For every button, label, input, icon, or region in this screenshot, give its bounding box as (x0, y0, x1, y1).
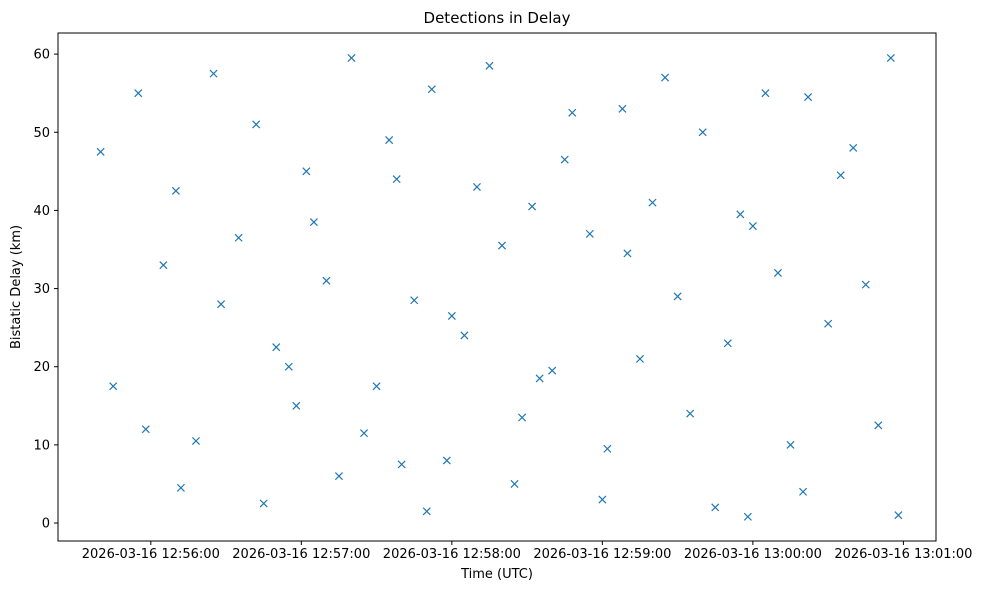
data-point-marker (623, 249, 632, 258)
chart-title: Detections in Delay (424, 9, 571, 27)
data-point-marker (548, 366, 557, 375)
x-tick-label: 2026-03-16 12:59:00 (533, 547, 671, 562)
data-point-marker (836, 171, 845, 180)
data-point-marker (485, 61, 494, 70)
data-point-marker (442, 456, 451, 465)
data-point-marker (134, 89, 143, 98)
data-point-marker (292, 401, 301, 410)
data-point-marker (635, 354, 645, 363)
data-point-marker (141, 425, 150, 434)
data-point-marker (799, 487, 808, 496)
data-point-marker (673, 292, 682, 301)
data-point-marker (372, 382, 381, 391)
data-point-marker (686, 409, 695, 418)
data-point-marker (661, 73, 670, 82)
data-point-marker (259, 499, 268, 508)
data-point-marker (585, 229, 594, 238)
data-point-marker (347, 53, 356, 63)
data-point-marker (743, 512, 752, 521)
data-point-marker (472, 182, 481, 191)
x-tick-label: 2026-03-16 12:57:00 (232, 547, 370, 562)
data-point-marker (804, 93, 813, 102)
x-tick-label: 2026-03-16 13:00:00 (684, 547, 822, 562)
x-tick-label: 2026-03-16 12:58:00 (383, 547, 521, 562)
x-axis-label: Time (UTC) (460, 567, 533, 582)
data-point-marker (460, 331, 469, 340)
y-tick-label: 0 (42, 517, 50, 532)
data-point-marker (171, 186, 180, 195)
data-point-marker (322, 276, 331, 285)
data-point-marker (302, 167, 311, 176)
data-point-marker (284, 362, 293, 371)
data-point-marker (234, 233, 243, 242)
data-point-marker (535, 374, 544, 383)
data-point-marker (518, 413, 527, 422)
data-point-marker (252, 120, 261, 129)
data-point-marker (447, 311, 456, 320)
data-point-marker (392, 175, 401, 184)
data-point-marker (598, 495, 607, 504)
data-point-marker (761, 89, 770, 98)
data-point-marker (773, 268, 782, 277)
data-point-marker (874, 421, 883, 430)
y-ticks: 0 10 20 30 40 50 60 (33, 48, 58, 532)
data-point-marker (360, 429, 369, 438)
y-axis-label: Bistatic Delay (km) (9, 225, 24, 349)
data-point-marker (786, 440, 795, 449)
data-point-marker (427, 85, 436, 94)
data-point-marker (748, 222, 757, 231)
data-point-marker (217, 300, 226, 309)
data-point-marker (861, 280, 870, 289)
data-point-marker (886, 53, 895, 63)
data-point-marker (560, 155, 569, 164)
data-point-marker (824, 319, 833, 328)
points-layer (96, 53, 903, 521)
data-point-marker (849, 143, 858, 152)
y-tick-label: 30 (33, 282, 50, 297)
data-point-marker (736, 210, 745, 219)
y-tick-label: 60 (33, 48, 50, 63)
y-tick-label: 50 (33, 126, 50, 141)
plot-frame (57, 32, 937, 542)
data-point-marker (385, 136, 394, 145)
data-point-marker (648, 198, 657, 207)
data-point-marker (159, 261, 168, 270)
data-point-marker (497, 241, 507, 250)
data-point-marker (209, 69, 218, 78)
data-point-marker (510, 479, 519, 488)
y-tick-label: 10 (33, 438, 50, 453)
data-point-marker (723, 339, 732, 348)
data-point-marker (603, 444, 612, 453)
data-point-marker (698, 128, 707, 137)
y-tick-label: 20 (33, 360, 50, 375)
data-point-marker (618, 104, 627, 113)
data-point-marker (568, 108, 577, 117)
data-point-marker (334, 472, 343, 481)
x-tick-label: 2026-03-16 12:56:00 (82, 547, 220, 562)
data-point-marker (191, 436, 200, 445)
data-point-marker (397, 460, 406, 469)
x-tick-label: 2026-03-16 13:01:00 (834, 547, 972, 562)
data-point-marker (410, 296, 419, 305)
data-point-marker (272, 343, 281, 352)
data-point-marker (109, 382, 118, 391)
data-point-marker (528, 202, 537, 211)
data-point-marker (711, 503, 720, 512)
data-point-marker (176, 483, 185, 492)
data-point-marker (894, 511, 903, 520)
y-tick-label: 40 (33, 204, 50, 219)
x-ticks: 2026-03-16 12:56:00 2026-03-16 12:57:00 20… (82, 541, 972, 562)
data-point-marker (422, 507, 431, 516)
data-point-marker (309, 218, 318, 227)
data-point-marker (96, 147, 105, 156)
